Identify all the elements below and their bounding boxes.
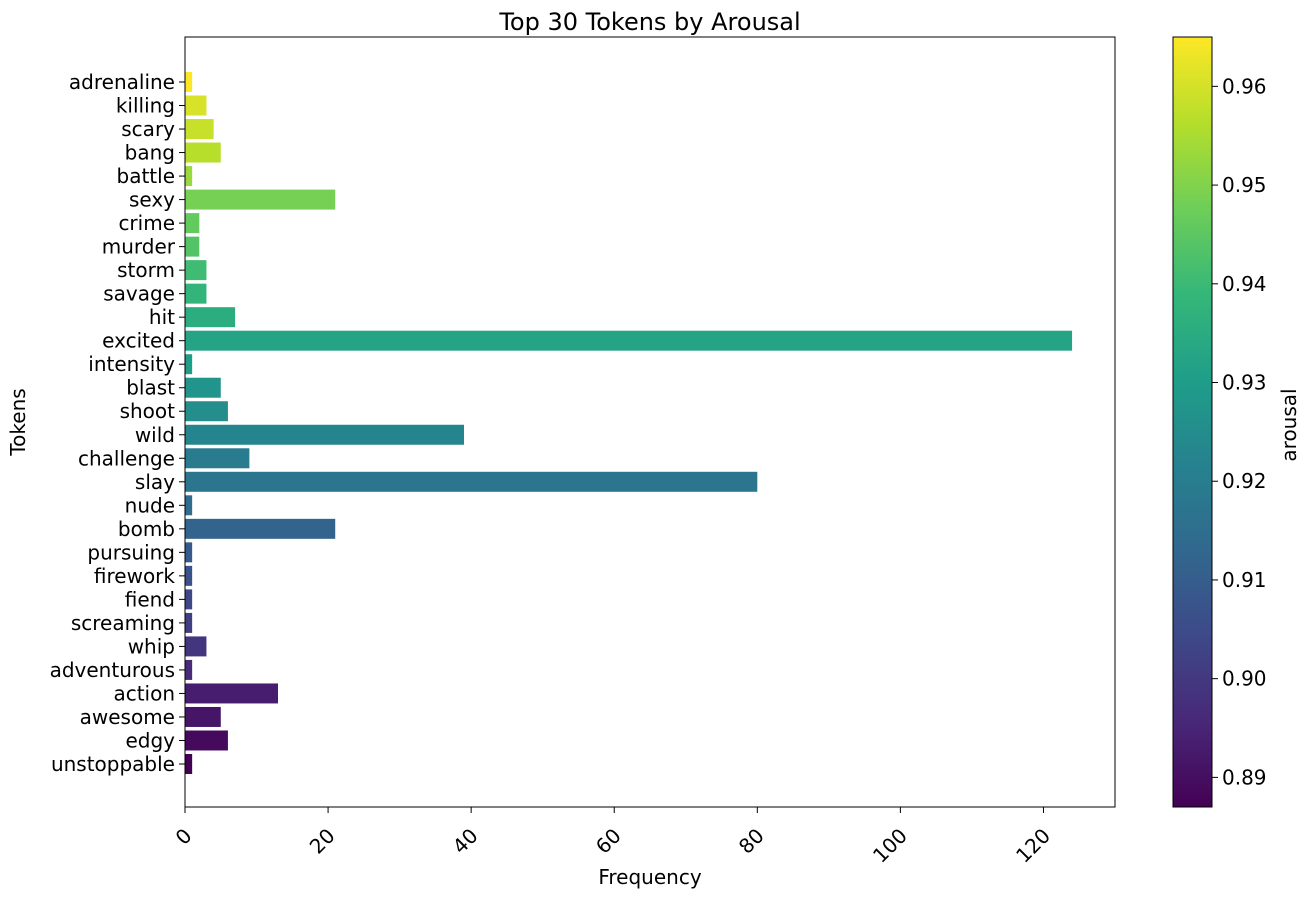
bar-killing — [185, 95, 207, 116]
x-tick-label: 120 — [1011, 824, 1055, 868]
colorbar-tick-label: 0.96 — [1222, 74, 1267, 98]
colorbar: 0.89 0.90 0.91 0.92 0.93 0.94 0.95 0.96 arousal — [1172, 36, 1301, 808]
y-tick-label: action — [113, 681, 175, 705]
y-tick-label: screaming — [71, 611, 175, 635]
y-tick-label: adrenaline — [69, 70, 175, 94]
y-tick-label: shoot — [120, 399, 176, 423]
x-tick-label: 0 — [171, 824, 197, 850]
colorbar-ticks: 0.89 0.90 0.91 0.92 0.93 0.94 0.95 0.96 — [1212, 74, 1267, 789]
bar-murder — [185, 236, 200, 257]
bar-slay — [185, 471, 758, 492]
chart-title: Top 30 Tokens by Arousal — [498, 8, 800, 36]
bar-challenge — [185, 448, 250, 469]
bar-adventurous — [185, 659, 193, 680]
bar-intensity — [185, 354, 193, 375]
y-tick-label: savage — [103, 282, 175, 306]
bar-awesome — [185, 706, 221, 727]
x-tick-label: 20 — [305, 824, 340, 859]
y-tick-label: hit — [149, 305, 175, 329]
y-tick-label: challenge — [78, 446, 175, 470]
colorbar-tick-label: 0.95 — [1222, 173, 1267, 197]
y-tick-label: pursuing — [87, 540, 175, 564]
colorbar-gradient — [1172, 36, 1213, 808]
bar-bomb — [185, 518, 336, 539]
y-tick-label: slay — [135, 470, 175, 494]
y-tick-label: wild — [135, 423, 175, 447]
bar-storm — [185, 260, 207, 281]
colorbar-tick-label: 0.90 — [1222, 667, 1267, 691]
x-tick-label: 100 — [868, 824, 912, 868]
bars-layer — [185, 72, 1073, 774]
colorbar-tick-label: 0.91 — [1222, 568, 1267, 592]
colorbar-tick-label: 0.92 — [1222, 469, 1267, 493]
y-tick-label: edgy — [125, 728, 175, 752]
y-tick-label: intensity — [88, 352, 175, 376]
y-tick-label: crime — [118, 211, 175, 235]
bar-fiend — [185, 589, 193, 610]
x-axis-label: Frequency — [598, 865, 701, 889]
y-tick-label: killing — [116, 94, 175, 118]
y-axis: adrenalinekillingscarybangbattlesexycrim… — [50, 70, 185, 776]
bar-nude — [185, 495, 193, 516]
bar-crime — [185, 213, 200, 234]
colorbar-tick-label: 0.89 — [1222, 765, 1267, 789]
y-tick-label: blast — [126, 376, 175, 400]
x-tick-label: 60 — [591, 824, 626, 859]
bar-wild — [185, 424, 464, 445]
y-tick-label: firework — [94, 564, 176, 588]
bar-savage — [185, 283, 207, 304]
y-tick-label: storm — [117, 258, 175, 282]
y-tick-label: murder — [102, 235, 176, 259]
bar-firework — [185, 565, 193, 586]
y-tick-label: whip — [128, 634, 175, 658]
bar-pursuing — [185, 542, 193, 563]
bar-edgy — [185, 730, 228, 751]
y-tick-label: fiend — [125, 587, 175, 611]
y-tick-label: unstoppable — [51, 752, 175, 776]
plot-frame — [184, 36, 1116, 808]
x-tick-label: 40 — [448, 824, 483, 859]
y-tick-label: bomb — [118, 517, 175, 541]
x-tick-label: 80 — [734, 824, 769, 859]
y-tick-label: adventurous — [50, 658, 175, 682]
bar-battle — [185, 166, 193, 187]
y-tick-label: sexy — [129, 188, 175, 212]
bar-hit — [185, 307, 236, 328]
y-tick-label: awesome — [80, 705, 175, 729]
colorbar-tick-label: 0.94 — [1222, 272, 1267, 296]
colorbar-tick-label: 0.93 — [1222, 371, 1267, 395]
bar-action — [185, 683, 278, 704]
bar-scary — [185, 119, 214, 140]
y-axis-label: Tokens — [6, 388, 30, 456]
bar-blast — [185, 377, 221, 398]
bar-excited — [185, 330, 1073, 351]
y-tick-label: nude — [125, 493, 175, 517]
colorbar-label: arousal — [1277, 388, 1301, 461]
bar-sexy — [185, 189, 336, 210]
y-tick-label: bang — [125, 141, 175, 165]
bar-unstoppable — [185, 754, 193, 774]
bar-screaming — [185, 612, 193, 633]
bar-whip — [185, 636, 207, 657]
y-tick-label: battle — [117, 164, 176, 188]
y-tick-label: scary — [121, 117, 175, 141]
bar-adrenaline — [185, 72, 193, 92]
x-axis: 0 20 40 60 80 100 120 — [171, 807, 1055, 868]
y-tick-label: excited — [102, 329, 175, 353]
bar-bang — [185, 142, 221, 163]
bar-shoot — [185, 401, 228, 422]
